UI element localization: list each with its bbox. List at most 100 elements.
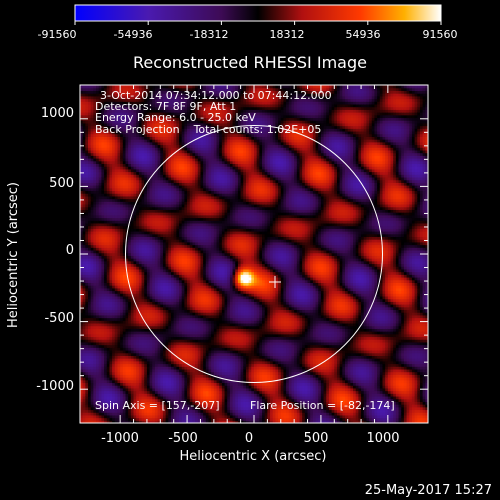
heatmap-cell [165,85,169,89]
heatmap-cell [93,168,97,173]
heatmap-cell [179,331,183,335]
heatmap-cell [114,347,119,351]
heatmap-cell [128,358,132,362]
heatmap-cell [82,190,86,194]
heatmap-cell [90,358,94,362]
heatmap-cell [93,222,97,227]
heatmap-cell [106,114,111,119]
heatmap-cell [165,130,169,135]
heatmap-cell [114,322,119,327]
heatmap-cell [82,274,86,278]
heatmap-cell [109,220,113,224]
heatmap-cell [157,128,161,132]
heatmap-cell [120,206,124,210]
heatmap-cell [96,212,100,216]
heatmap-cell [138,203,143,208]
heatmap-cell [120,398,124,402]
heatmap-cell [160,393,164,397]
heatmap-cell [104,120,108,124]
heatmap-cell [168,306,172,311]
heatmap-cell [101,282,105,286]
heatmap-cell [117,206,121,210]
heatmap-cell [130,182,135,186]
heatmap-cell [144,231,148,235]
heatmap-cell [120,174,124,178]
heatmap-cell [125,336,129,340]
heatmap-cell [114,260,119,265]
heatmap-cell [149,406,153,411]
heatmap-cell [122,371,127,375]
heatmap-cell [104,417,108,421]
heatmap-cell [98,187,103,192]
heatmap-cell [85,90,89,94]
heatmap-cell [141,336,145,340]
heatmap-cell [90,174,94,178]
heatmap-cell [112,133,116,137]
heatmap-cell [82,247,86,251]
heatmap-cell [160,239,164,243]
heatmap-cell [165,339,169,343]
heatmap-cell [149,252,153,256]
heatmap-cell [136,158,140,162]
heatmap-cell [165,352,169,356]
heatmap-cell [173,377,177,381]
heatmap-cell [112,274,116,278]
heatmap-cell [176,209,180,213]
heatmap-cell [176,287,180,292]
heatmap-cell [117,209,121,213]
heatmap-cell [160,287,164,292]
heatmap-cell [85,258,89,262]
heatmap-cell [168,168,172,173]
heatmap-cell [122,393,127,397]
heatmap-cell [136,139,140,143]
heatmap-cell [112,322,116,327]
heatmap-cell [80,168,84,173]
heatmap-cell [160,420,164,423]
heatmap-cell [168,190,172,194]
heatmap-cell [144,341,148,346]
heatmap-cell [122,295,127,300]
heatmap-cell [125,368,129,373]
heatmap-cell [179,260,183,265]
heatmap-cell [160,93,164,97]
heatmap-cell [122,314,127,319]
heatmap-cell [88,176,92,181]
heatmap-cell [179,314,183,319]
heatmap-cell [160,260,164,265]
heatmap-cell [106,130,111,135]
heatmap-cell [98,387,103,392]
heatmap-cell [106,320,111,324]
heatmap-cell [104,322,108,327]
heatmap-cell [179,347,183,351]
heatmap-cell [136,301,140,305]
heatmap-cell [109,285,113,289]
heatmap-cell [141,166,145,170]
heatmap-cell [122,325,127,329]
heatmap-cell [120,247,124,251]
heatmap-cell [162,87,167,91]
heatmap-cell [168,128,172,132]
heatmap-cell [138,155,143,159]
heatmap-cell [128,241,132,246]
heatmap-cell [157,401,161,405]
heatmap-cell [154,404,159,408]
heatmap-cell [117,322,121,327]
heatmap-cell [133,355,137,359]
heatmap-cell [88,420,92,423]
heatmap-cell [93,298,97,302]
heatmap-cell [171,398,175,402]
heatmap-cell [98,260,103,265]
heatmap-cell [138,352,143,356]
heatmap-cell [130,349,135,354]
heatmap-cell [136,244,140,248]
heatmap-cell [109,171,113,175]
heatmap-cell [138,198,143,202]
heatmap-cell [122,206,127,210]
heatmap-cell [98,206,103,210]
heatmap-cell [184,320,188,324]
heatmap-cell [85,301,89,305]
heatmap-cell [128,406,132,411]
heatmap-cell [176,382,180,386]
heatmap-cell [181,125,185,129]
heatmap-cell [184,314,188,319]
